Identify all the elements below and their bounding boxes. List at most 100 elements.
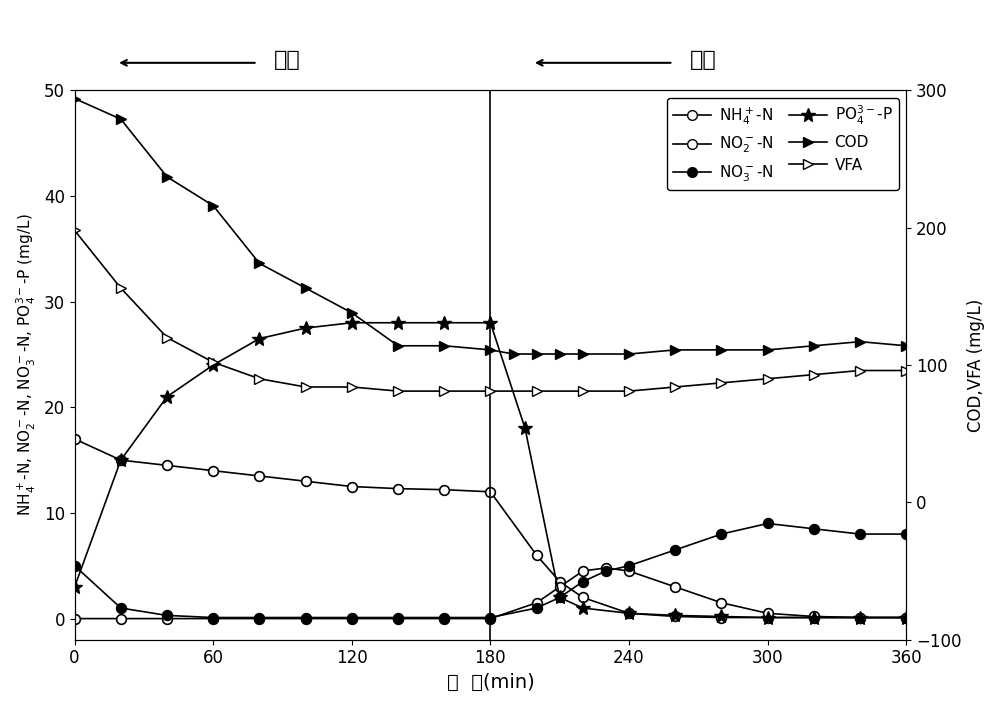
$\mathregular{PO_4^{3-}}$-P — [438, 318, 450, 327]
$\mathregular{NO_2^-}$-N — [207, 614, 219, 623]
COD — [253, 259, 265, 268]
COD — [531, 350, 543, 358]
Text: 厌氧: 厌氧 — [274, 50, 301, 70]
$\mathregular{NO_3^-}$-N — [161, 611, 173, 619]
$\mathregular{NO_3^-}$-N — [854, 530, 866, 538]
$\mathregular{NH_4^+}$-N — [300, 477, 312, 486]
$\mathregular{PO_4^{3-}}$-P — [484, 318, 496, 327]
$\mathregular{NH_4^+}$-N — [808, 613, 820, 621]
$\mathregular{PO_4^{3-}}$-P — [392, 318, 404, 327]
$\mathregular{NH_4^+}$-N — [346, 482, 358, 491]
COD — [900, 341, 912, 350]
COD — [484, 346, 496, 354]
$\mathregular{NO_3^-}$-N — [531, 604, 543, 612]
VFA — [484, 387, 496, 395]
COD — [207, 201, 219, 210]
VFA — [438, 387, 450, 395]
Line: $\mathregular{PO_4^{3-}}$-P: $\mathregular{PO_4^{3-}}$-P — [68, 316, 913, 624]
VFA — [253, 375, 265, 383]
$\mathregular{NH_4^+}$-N — [161, 461, 173, 469]
X-axis label: 时  间(min): 时 间(min) — [447, 673, 534, 692]
$\mathregular{NH_4^+}$-N — [854, 613, 866, 621]
$\mathregular{NO_3^-}$-N — [900, 530, 912, 538]
Y-axis label: COD,VFA (mg/L): COD,VFA (mg/L) — [967, 298, 985, 432]
$\mathregular{NO_3^-}$-N — [207, 613, 219, 621]
$\mathregular{PO_4^{3-}}$-P — [115, 456, 127, 464]
$\mathregular{NH_4^+}$-N — [392, 484, 404, 493]
$\mathregular{NO_3^-}$-N — [669, 546, 681, 554]
$\mathregular{NH_4^+}$-N — [438, 486, 450, 494]
COD — [161, 173, 173, 181]
VFA — [715, 379, 727, 387]
$\mathregular{NO_3^-}$-N — [762, 519, 774, 527]
$\mathregular{PO_4^{3-}}$-P — [207, 361, 219, 369]
$\mathregular{PO_4^{3-}}$-P — [762, 613, 774, 621]
$\mathregular{PO_4^{3-}}$-P — [253, 334, 265, 343]
$\mathregular{NO_2^-}$-N — [300, 614, 312, 623]
$\mathregular{NO_3^-}$-N — [715, 530, 727, 538]
VFA — [300, 382, 312, 391]
VFA — [623, 387, 635, 395]
VFA — [762, 375, 774, 383]
$\mathregular{PO_4^{3-}}$-P — [669, 611, 681, 619]
$\mathregular{PO_4^{3-}}$-P — [346, 318, 358, 327]
$\mathregular{NO_2^-}$-N — [161, 614, 173, 623]
$\mathregular{NO_2^-}$-N — [531, 599, 543, 607]
$\mathregular{NO_2^-}$-N — [900, 613, 912, 621]
$\mathregular{NH_4^+}$-N — [531, 551, 543, 559]
$\mathregular{PO_4^{3-}}$-P — [300, 324, 312, 332]
COD — [69, 94, 81, 103]
$\mathregular{NH_4^+}$-N — [900, 613, 912, 621]
VFA — [669, 382, 681, 391]
COD — [438, 341, 450, 350]
$\mathregular{NO_2^-}$-N — [115, 614, 127, 623]
$\mathregular{PO_4^{3-}}$-P — [577, 604, 589, 612]
Line: $\mathregular{NO_3^-}$-N: $\mathregular{NO_3^-}$-N — [70, 519, 911, 622]
$\mathregular{NO_2^-}$-N — [554, 583, 566, 591]
$\mathregular{NO_2^-}$-N — [854, 613, 866, 621]
$\mathregular{NO_3^-}$-N — [392, 613, 404, 621]
$\mathregular{NH_4^+}$-N — [623, 609, 635, 617]
Y-axis label: $\mathregular{NH_4^+}$-N, $\mathregular{NO_2^-}$-N, $\mathregular{NO_3^-}$-N, $\: $\mathregular{NH_4^+}$-N, $\mathregular{… — [15, 214, 38, 516]
$\mathregular{NH_4^+}$-N — [207, 467, 219, 475]
COD — [715, 346, 727, 354]
COD — [808, 341, 820, 350]
$\mathregular{NO_2^-}$-N — [669, 583, 681, 591]
$\mathregular{NO_2^-}$-N — [253, 614, 265, 623]
$\mathregular{NH_4^+}$-N — [669, 612, 681, 621]
$\mathregular{NO_2^-}$-N — [346, 614, 358, 623]
$\mathregular{NO_2^-}$-N — [577, 567, 589, 575]
COD — [346, 308, 358, 317]
VFA — [207, 358, 219, 366]
$\mathregular{NO_2^-}$-N — [715, 599, 727, 607]
COD — [577, 350, 589, 358]
$\mathregular{NH_4^+}$-N — [484, 488, 496, 496]
$\mathregular{NO_3^-}$-N — [69, 561, 81, 570]
$\mathregular{NH_4^+}$-N — [762, 613, 774, 621]
$\mathregular{NO_2^-}$-N — [623, 567, 635, 575]
VFA — [808, 370, 820, 379]
$\mathregular{NO_3^-}$-N — [346, 613, 358, 621]
Line: $\mathregular{NH_4^+}$-N: $\mathregular{NH_4^+}$-N — [70, 434, 911, 622]
$\mathregular{NO_2^-}$-N — [600, 563, 612, 572]
VFA — [161, 333, 173, 341]
Line: VFA: VFA — [70, 226, 911, 396]
$\mathregular{NO_2^-}$-N — [69, 614, 81, 623]
VFA — [115, 284, 127, 292]
$\mathregular{PO_4^{3-}}$-P — [69, 583, 81, 591]
COD — [623, 350, 635, 358]
$\mathregular{NO_2^-}$-N — [808, 612, 820, 621]
$\mathregular{NO_2^-}$-N — [762, 609, 774, 617]
$\mathregular{NO_3^-}$-N — [600, 567, 612, 575]
COD — [669, 346, 681, 354]
$\mathregular{NH_4^+}$-N — [253, 472, 265, 480]
$\mathregular{NO_2^-}$-N — [438, 614, 450, 623]
COD — [392, 341, 404, 350]
COD — [854, 337, 866, 346]
$\mathregular{NH_4^+}$-N — [715, 613, 727, 621]
$\mathregular{NH_4^+}$-N — [69, 435, 81, 443]
VFA — [577, 387, 589, 395]
COD — [762, 346, 774, 354]
$\mathregular{PO_4^{3-}}$-P — [554, 593, 566, 602]
$\mathregular{NO_2^-}$-N — [392, 614, 404, 623]
